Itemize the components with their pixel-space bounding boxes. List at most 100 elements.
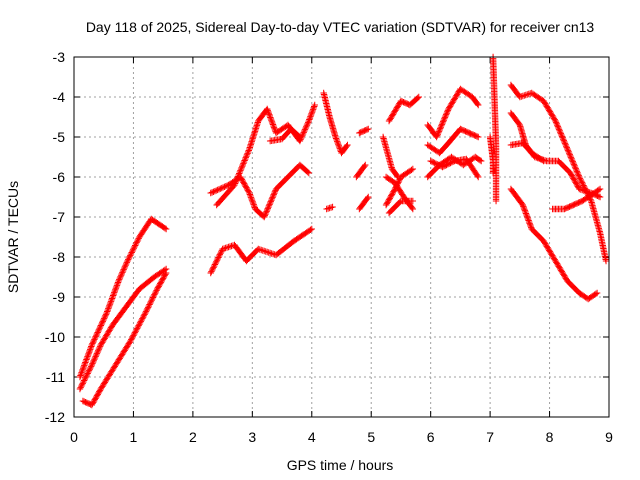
x-tick-label: 1 bbox=[130, 429, 138, 445]
data-point bbox=[441, 115, 448, 122]
data-point bbox=[136, 319, 144, 326]
data-point bbox=[105, 303, 113, 311]
data-point bbox=[242, 183, 249, 190]
data-point bbox=[409, 197, 417, 205]
data-point bbox=[449, 158, 457, 165]
data-point bbox=[593, 289, 601, 297]
data-point bbox=[99, 318, 107, 325]
data-point bbox=[245, 188, 252, 195]
data-point bbox=[555, 263, 562, 270]
data-point bbox=[262, 209, 270, 216]
data-point bbox=[129, 333, 136, 340]
data-point bbox=[103, 331, 111, 338]
data-point bbox=[102, 333, 109, 341]
data-point bbox=[76, 385, 84, 393]
data-point bbox=[107, 324, 115, 331]
data-point bbox=[121, 264, 128, 272]
data-point bbox=[133, 239, 140, 246]
data-point bbox=[262, 211, 269, 218]
data-point bbox=[144, 305, 151, 312]
data-point bbox=[94, 348, 101, 356]
data-point bbox=[394, 103, 401, 110]
data-point bbox=[207, 269, 214, 277]
data-point bbox=[99, 337, 107, 345]
data-point bbox=[213, 258, 220, 265]
data-point bbox=[261, 213, 268, 221]
data-point bbox=[84, 370, 91, 377]
data-point bbox=[100, 315, 108, 322]
data-point bbox=[387, 115, 394, 122]
data-point bbox=[233, 177, 240, 184]
data-point bbox=[107, 298, 115, 305]
data-point bbox=[556, 264, 563, 271]
data-series bbox=[382, 173, 417, 213]
data-series bbox=[385, 197, 417, 217]
data-point bbox=[518, 200, 526, 207]
data-point bbox=[269, 194, 276, 201]
data-point bbox=[90, 397, 98, 405]
data-point bbox=[242, 155, 249, 163]
data-point bbox=[434, 132, 441, 139]
data-point bbox=[446, 103, 454, 110]
data-point bbox=[569, 173, 576, 181]
data-point bbox=[390, 109, 398, 117]
y-tick-label: -4 bbox=[53, 89, 66, 105]
data-point bbox=[576, 175, 584, 182]
data-point bbox=[438, 122, 445, 129]
y-tick-label: -9 bbox=[53, 289, 66, 305]
data-point bbox=[244, 150, 251, 157]
plot-frame bbox=[73, 56, 610, 418]
data-point bbox=[234, 173, 242, 180]
data-point bbox=[596, 185, 604, 193]
data-point bbox=[218, 184, 225, 192]
data-point bbox=[543, 103, 550, 110]
data-point bbox=[156, 281, 163, 289]
data-point bbox=[251, 202, 258, 210]
data-point bbox=[104, 329, 112, 337]
data-point bbox=[158, 277, 165, 285]
data-point bbox=[545, 245, 552, 253]
data-point bbox=[214, 186, 221, 194]
data-point bbox=[268, 118, 276, 125]
data-point bbox=[439, 163, 446, 171]
data-point bbox=[439, 118, 447, 125]
data-point bbox=[270, 191, 277, 198]
data-point bbox=[577, 176, 584, 184]
data-point bbox=[212, 259, 219, 267]
data-point bbox=[139, 315, 146, 322]
x-tick-label: 0 bbox=[70, 429, 78, 445]
data-point bbox=[219, 184, 227, 191]
data-point bbox=[443, 161, 450, 169]
data-point bbox=[87, 346, 94, 353]
data-point bbox=[574, 169, 581, 176]
data-point bbox=[567, 152, 574, 160]
data-point bbox=[560, 137, 568, 144]
data-series bbox=[79, 269, 170, 409]
data-point bbox=[100, 316, 107, 324]
data-point bbox=[415, 93, 422, 101]
data-point bbox=[559, 134, 566, 141]
data-series bbox=[507, 185, 601, 303]
data-point bbox=[149, 295, 156, 303]
data-point bbox=[80, 378, 87, 386]
data-point bbox=[208, 268, 215, 275]
data-point bbox=[551, 116, 558, 123]
x-tick-label: 5 bbox=[367, 429, 375, 445]
data-point bbox=[241, 181, 249, 189]
data-point bbox=[79, 380, 86, 387]
data-point bbox=[521, 206, 528, 213]
data-point bbox=[434, 161, 441, 168]
data-point bbox=[578, 178, 585, 185]
data-point bbox=[222, 183, 230, 190]
data-point bbox=[217, 185, 224, 192]
data-point bbox=[442, 111, 450, 118]
data-series bbox=[213, 101, 318, 209]
data-point bbox=[269, 121, 277, 128]
data-point bbox=[248, 195, 255, 203]
data-point bbox=[299, 130, 307, 138]
data-point bbox=[89, 339, 97, 346]
data-point bbox=[544, 244, 551, 251]
data-point bbox=[557, 265, 564, 273]
data-point bbox=[76, 373, 84, 381]
data-point bbox=[432, 160, 440, 167]
